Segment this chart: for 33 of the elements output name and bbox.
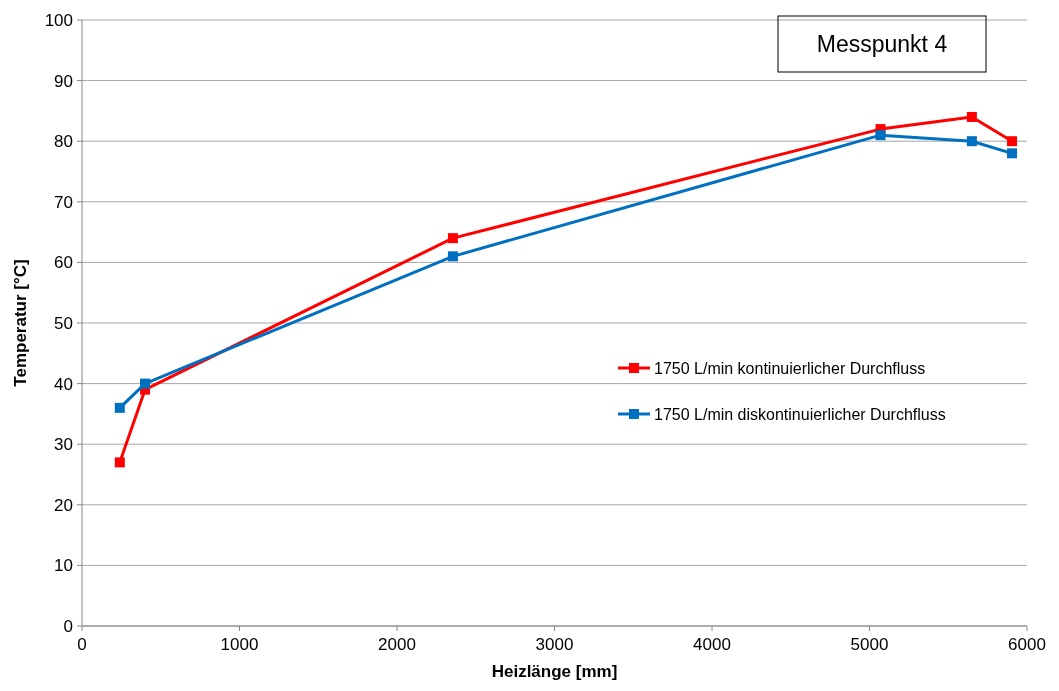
point xyxy=(140,378,150,389)
x-tick-label: 2000 xyxy=(378,635,416,654)
legend-label: 1750 L/min kontinuierlicher Durchfluss xyxy=(654,359,926,377)
y-tick-label: 10 xyxy=(54,556,73,576)
x-tick-label: 3000 xyxy=(535,635,574,654)
point xyxy=(114,402,125,413)
point xyxy=(447,233,458,244)
x-tick-label: 1000 xyxy=(220,635,259,654)
y-tick-label: 100 xyxy=(44,10,73,30)
x-tick-label: 4000 xyxy=(693,635,731,654)
y-tick-label: 80 xyxy=(54,132,73,152)
point xyxy=(966,136,977,147)
annotation: Messpunkt 4 xyxy=(816,31,948,58)
point xyxy=(966,111,977,122)
point xyxy=(1007,136,1018,147)
y-tick-label: 20 xyxy=(54,495,73,515)
y-axis-title: Temperatur [°C] xyxy=(11,259,30,387)
x-tick-label: 5000 xyxy=(850,635,889,654)
y-tick-label: 30 xyxy=(54,435,73,455)
y-tick-label: 70 xyxy=(54,192,73,212)
legend-label: 1750 L/min diskontinuierlicher Durchfluss xyxy=(654,405,946,423)
point xyxy=(1007,148,1018,159)
y-tick-label: 90 xyxy=(54,71,73,91)
y-tick-label: 50 xyxy=(54,313,73,333)
y-tick-label: 0 xyxy=(63,616,73,636)
x-tick-label: 6000 xyxy=(1008,635,1046,654)
x-tick-label: 0 xyxy=(77,635,87,654)
y-tick-label: 40 xyxy=(54,374,73,394)
x-axis-title: Heizlänge [mm] xyxy=(491,662,618,681)
point xyxy=(447,251,458,262)
point xyxy=(114,457,125,468)
point xyxy=(875,130,886,141)
y-tick-label: 60 xyxy=(54,253,73,273)
